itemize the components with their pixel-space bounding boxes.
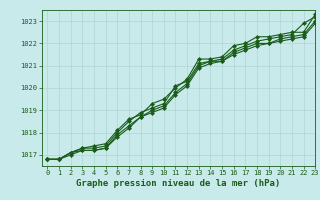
X-axis label: Graphe pression niveau de la mer (hPa): Graphe pression niveau de la mer (hPa) [76, 179, 281, 188]
